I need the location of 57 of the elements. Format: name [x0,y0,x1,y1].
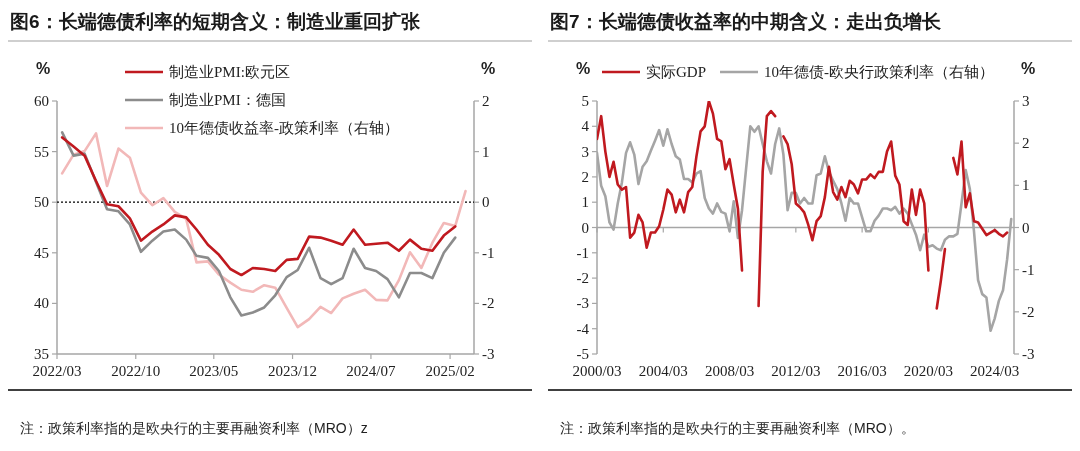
legend-label: 10年德债收益率-政策利率（右轴） [169,120,399,136]
y2-tick-label: 2 [1022,135,1030,152]
y2-tick-label: 1 [1022,177,1030,194]
y2-tick-label: 0 [482,194,490,211]
y-tick-label: 5 [581,93,589,109]
y2-tick-label: 2 [482,93,490,109]
y-tick-label: 1 [581,194,589,211]
y-axis-title: % [575,60,591,77]
y-tick-label: 45 [34,244,49,261]
y2-tick-label: 1 [482,143,490,160]
legend-label: 制造业PMI：德国 [169,92,286,108]
y2-tick-label: 0 [1022,219,1030,236]
y-tick-label: -3 [576,295,589,312]
x-tick-label: 2024/03 [970,363,1020,379]
y2-tick-label: -3 [1022,346,1035,362]
x-tick-label: 2023/12 [267,363,318,379]
y-tick-label: 35 [34,346,49,362]
y2-tick-label: 3 [1022,93,1030,109]
y-tick-label: 2 [581,168,589,185]
x-tick-label: 2020/03 [903,363,953,379]
x-tick-label: 2008/03 [704,363,755,379]
x-tick-label: 2022/03 [32,363,82,379]
y-tick-label: -4 [576,320,590,337]
legend-label: 实际GDP [646,64,707,80]
line-series [60,136,457,277]
x-tick-label: 2023/05 [189,363,239,379]
y-tick-label: -1 [576,244,589,261]
legend-label: 制造业PMI:欧元区 [169,64,290,80]
y-tick-label: 3 [581,143,589,160]
y-tick-label: -2 [576,270,589,287]
x-tick-label: 2016/03 [837,363,887,379]
y-tick-label: 60 [34,93,49,109]
x-tick-label: 2025/02 [425,363,475,379]
x-tick-label: 2022/10 [111,363,161,379]
y-tick-label: -5 [576,346,589,362]
y2-tick-label: -2 [482,295,495,312]
y-tick-label: 0 [581,219,589,236]
y-tick-label: 55 [34,143,49,160]
x-tick-label: 2004/03 [638,363,688,379]
y2-tick-label: -3 [482,346,495,362]
x-tick-label: 2000/03 [572,363,622,379]
y2-tick-label: -2 [1022,303,1035,320]
x-tick-label: 2024/07 [346,363,397,379]
y-tick-label: 50 [34,194,49,211]
y2-axis-title: % [480,60,496,77]
y2-tick-label: -1 [1022,261,1035,278]
y-axis-title: % [35,60,51,77]
y-tick-label: 40 [34,295,49,312]
text: 注：政策利率指的是欧央行的主要再融资利率（MRO）。 [560,420,915,436]
chart-title: 图6：长端德债利率的短期含义：制造业重回扩张 [10,11,421,32]
y2-tick-label: -1 [482,244,495,261]
x-tick-label: 2012/03 [771,363,821,379]
y2-axis-title: % [1020,60,1036,77]
y-tick-label: 4 [581,118,590,135]
text: 注：政策利率指的是欧央行的主要再融资利率（MRO）z [20,420,368,436]
legend-label: 10年德债-欧央行政策利率（右轴） [764,64,995,80]
chart-title: 图7：长端德债收益率的中期含义：走出负增长 [550,11,942,32]
